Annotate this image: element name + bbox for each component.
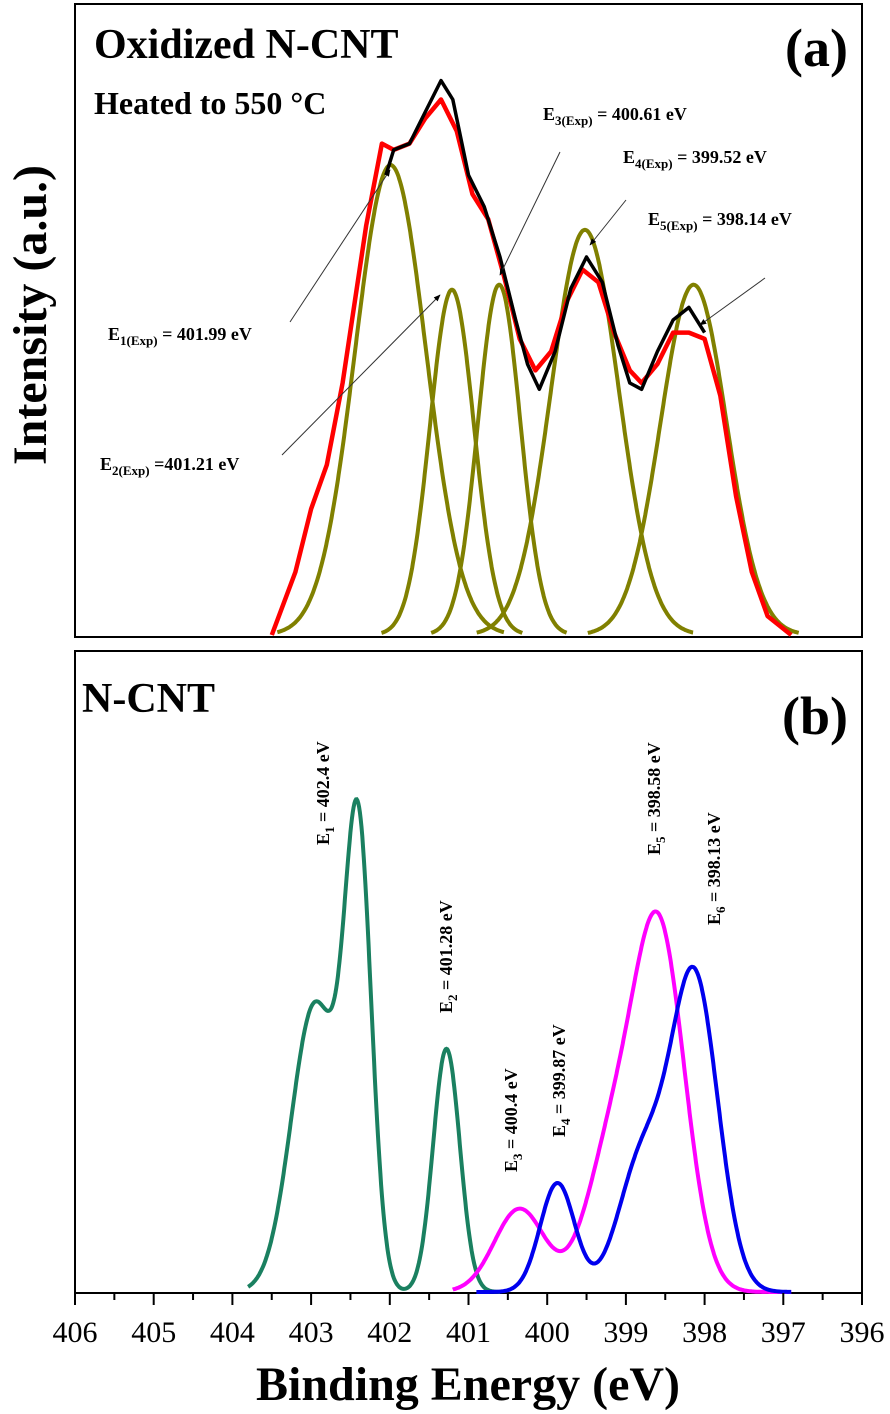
y-axis-label: Intensity (a.u.) (4, 165, 57, 465)
curve-b-3 (476, 964, 792, 1294)
x-tick-label: 404 (210, 1316, 255, 1349)
annotation-b-2: E2 = 401.28 eV (436, 900, 460, 1013)
annotation-b-1: E1 = 402.4 eV (313, 741, 337, 845)
panel-b-label: (b) (782, 686, 848, 746)
annotation-arrow-a-2 (281, 294, 441, 456)
fit-component-2 (380, 287, 524, 635)
fit-component-5 (587, 282, 800, 635)
panel-b-title: N-CNT (82, 676, 215, 722)
annotation-a-3: E3(Exp) = 400.61 eV (543, 104, 687, 128)
fit_envelope-curve (269, 97, 793, 637)
fit-component-3 (430, 282, 568, 635)
annotation-arrow-a-3 (499, 151, 561, 276)
panel-a-subtitle: Heated to 550 °C (94, 85, 326, 121)
x-tick-label: 399 (603, 1316, 648, 1349)
x-tick-label: 400 (525, 1316, 570, 1349)
x-tick-label: 402 (367, 1316, 412, 1349)
panel-a-title: Oxidized N-CNT (94, 22, 399, 68)
panel-a-frame (74, 3, 863, 638)
x-tick-label: 396 (840, 1316, 885, 1349)
annotation-arrow-a-4 (589, 199, 627, 246)
panel-a-label: (a) (785, 18, 848, 78)
x-axis: 406 405 404 403 402 401 400 399 398 397 396 (53, 1293, 885, 1349)
annotation-b-6: E6 = 398.13 eV (704, 812, 728, 925)
x-tick-label: 397 (761, 1316, 806, 1349)
annotation-a-5: E5(Exp) = 398.14 eV (648, 209, 792, 233)
fit-component-4 (476, 227, 694, 635)
annotation-b-5: E5 = 398.58 eV (644, 742, 668, 855)
x-tick-label: 403 (289, 1316, 334, 1349)
x-tick-label: 405 (131, 1316, 176, 1349)
x-tick-label: 401 (446, 1316, 491, 1349)
x-axis-label: Binding Energy (eV) (256, 1358, 680, 1411)
annotation-arrow-a-5 (699, 277, 766, 326)
annotation-a-4: E4(Exp) = 399.52 eV (623, 147, 767, 171)
annotation-b-4: E4 = 399.87 eV (549, 1024, 573, 1137)
curve-b-2 (452, 909, 792, 1294)
panel-a: Oxidized N-CNT Heated to 550 °C (a) E1(E… (74, 3, 863, 638)
x-tick-label: 406 (53, 1316, 98, 1349)
annotation-a-2: E2(Exp) =401.21 eV (100, 454, 239, 478)
experimental-curve (384, 78, 707, 392)
curve-b-1 (247, 797, 500, 1294)
panel-b: N-CNT (b) E1 = 402.4 eV E2 = 401.28 eV E3 … (74, 650, 863, 1294)
x-tick-label: 398 (682, 1316, 727, 1349)
annotation-b-3: E3 = 400.4 eV (501, 1068, 525, 1172)
annotation-a-1: E1(Exp) = 401.99 eV (108, 324, 252, 348)
panel-b-frame (74, 650, 863, 1294)
annotation-arrow-a-1 (289, 169, 391, 323)
